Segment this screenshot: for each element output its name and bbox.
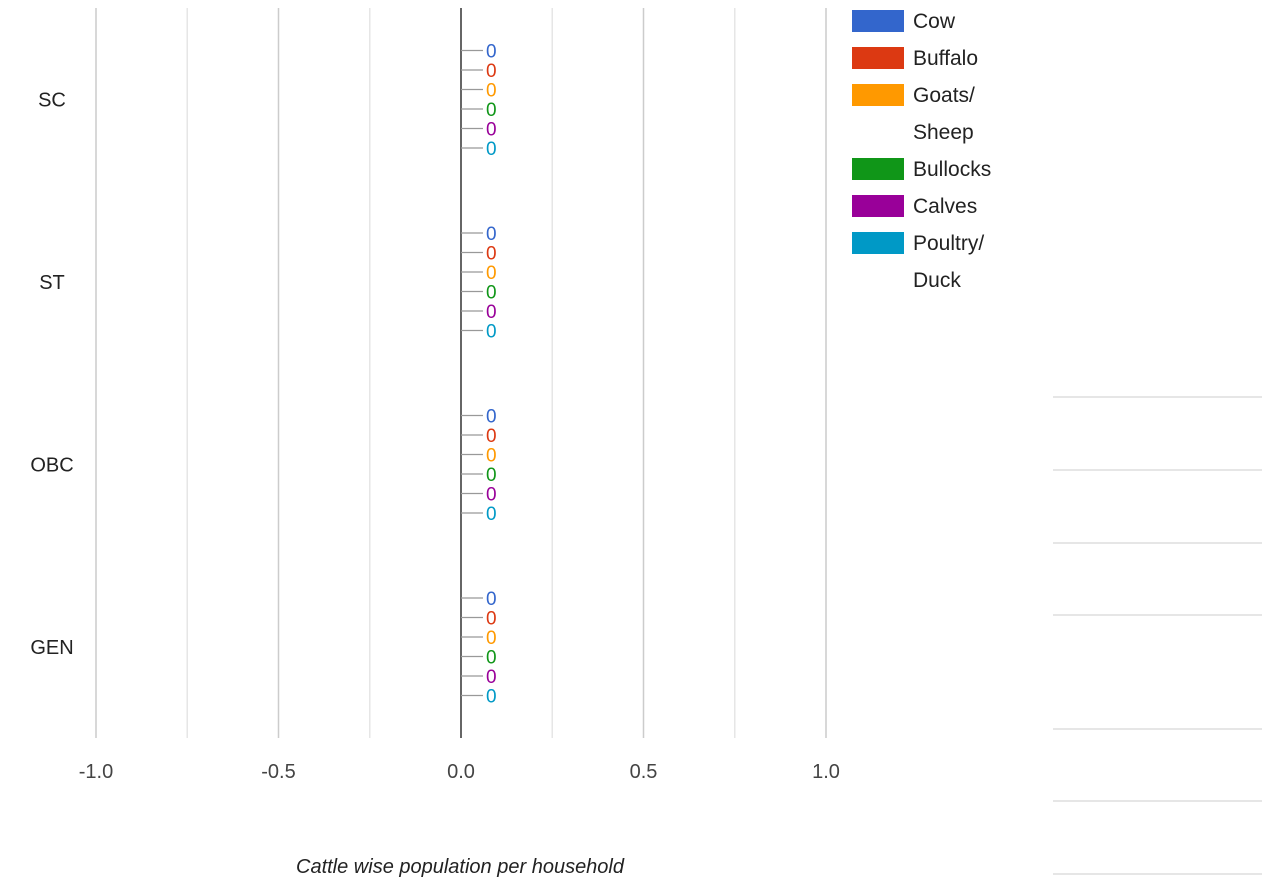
data-label: 0 <box>486 446 497 467</box>
legend-label: Calves <box>913 195 977 218</box>
data-label: 0 <box>486 609 497 630</box>
data-label: 0 <box>486 224 497 245</box>
legend: Cow Buffalo Goats/Sheep Bullocks Calves Poult… <box>852 10 991 292</box>
legend-item: Goats/Sheep <box>852 84 975 144</box>
legend-swatch <box>852 47 904 69</box>
legend-swatch <box>852 195 904 217</box>
data-label: 0 <box>486 322 497 343</box>
legend-swatch <box>852 232 904 254</box>
legend-label: Goats/ <box>913 84 975 107</box>
data-label: 0 <box>486 485 497 506</box>
data-label: 0 <box>486 302 497 323</box>
data-label: 0 <box>486 283 497 304</box>
legend-swatch <box>852 84 904 106</box>
legend-label: Sheep <box>913 121 974 144</box>
data-label: 0 <box>486 81 497 102</box>
data-label: 0 <box>486 628 497 649</box>
data-label: 0 <box>486 504 497 525</box>
data-label: 0 <box>486 465 497 486</box>
data-label: 0 <box>486 648 497 669</box>
legend-swatch <box>852 158 904 180</box>
data-label: 0 <box>486 120 497 141</box>
legend-item: Bullocks <box>852 158 991 181</box>
legend-label: Poultry/ <box>913 232 984 255</box>
gridlines <box>95 8 827 738</box>
data-label: 0 <box>486 100 497 121</box>
data-label: 0 <box>486 244 497 265</box>
legend-item: Buffalo <box>852 47 978 70</box>
data-label: 0 <box>486 589 497 610</box>
data-label: 0 <box>486 407 497 428</box>
x-tick-label: 0.5 <box>630 761 658 783</box>
category-label: GEN <box>30 637 73 659</box>
x-tick-label: -0.5 <box>261 761 295 783</box>
legend-label: Buffalo <box>913 47 978 70</box>
data-label: 0 <box>486 263 497 284</box>
legend-item: Poultry/Duck <box>852 232 984 292</box>
legend-swatch <box>852 10 904 32</box>
x-axis-title: Cattle wise population per household <box>296 856 625 878</box>
legend-label: Duck <box>913 269 961 292</box>
tick-labels: -1.0 -0.5 0.0 0.5 1.0 <box>79 761 840 783</box>
category-label: ST <box>39 272 65 294</box>
x-tick-label: 0.0 <box>447 761 475 783</box>
data-label: 0 <box>486 61 497 82</box>
legend-item: Cow <box>852 10 956 33</box>
x-tick-label: 1.0 <box>812 761 840 783</box>
category-labels: SC ST OBC GEN <box>30 89 73 659</box>
legend-item: Calves <box>852 195 977 218</box>
legend-label: Bullocks <box>913 158 991 181</box>
category-label: OBC <box>30 454 73 476</box>
data-label: 0 <box>486 42 497 63</box>
data-label: 0 <box>486 667 497 688</box>
x-tick-label: -1.0 <box>79 761 113 783</box>
legend-label: Cow <box>913 10 956 33</box>
data-label: 0 <box>486 139 497 160</box>
data-label: 0 <box>486 687 497 708</box>
category-label: SC <box>38 89 66 111</box>
data-label: 0 <box>486 426 497 447</box>
decorative-side-lines <box>1053 396 1262 875</box>
